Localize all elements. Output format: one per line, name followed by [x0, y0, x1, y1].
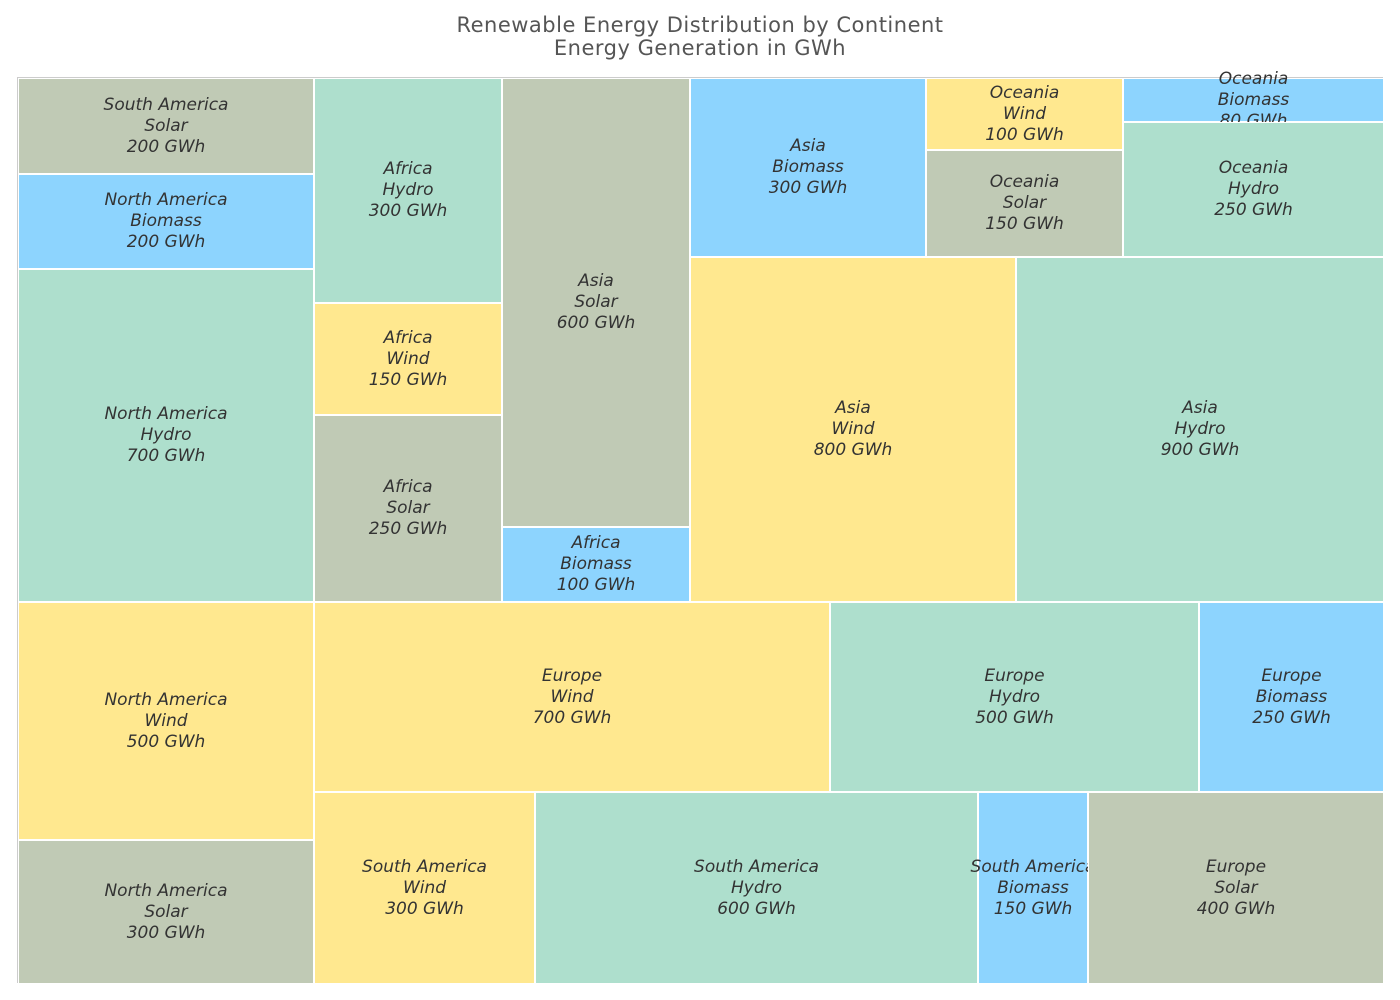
- tile-label: Europe Solar 400 GWh: [1196, 856, 1276, 919]
- tile-label: North America Hydro 700 GWh: [104, 404, 228, 466]
- tile-oceania-biomass: Oceania Biomass 80 GWh: [1123, 69, 1384, 131]
- tile-label: Asia Solar 600 GWh: [556, 271, 636, 333]
- tile-north-america-biomass: North America Biomass 200 GWh: [18, 174, 314, 269]
- tile-label: Oceania Wind 100 GWh: [985, 82, 1064, 145]
- tile-asia-wind: Asia Wind 800 GWh: [690, 257, 1016, 602]
- treemap-chart: South America Solar 200 GWh North America Bi…: [17, 69, 1384, 984]
- tile-label: Europe Wind 700 GWh: [532, 665, 612, 728]
- tile-label: Africa Solar 250 GWh: [368, 477, 448, 539]
- tile-label: Europe Hydro 500 GWh: [975, 665, 1054, 728]
- tile-label: North America Wind 500 GWh: [104, 689, 228, 752]
- tile-label: Africa Biomass 100 GWh: [556, 533, 636, 595]
- tile-africa-hydro: Africa Hydro 300 GWh: [314, 78, 502, 303]
- tile-label: South America Solar 200 GWh: [103, 94, 229, 157]
- tile-oceania-wind: Oceania Wind 100 GWh: [926, 78, 1123, 150]
- tile-asia-solar: Asia Solar 600 GWh: [502, 78, 690, 527]
- chart-subtitle: Energy Generation in GWh: [553, 36, 847, 60]
- tile-label: North America Biomass 200 GWh: [104, 190, 228, 252]
- tile-label: South America Wind 300 GWh: [362, 856, 487, 919]
- tile-asia-hydro: Asia Hydro 900 GWh: [1016, 257, 1384, 602]
- tile-europe-wind: Europe Wind 700 GWh: [314, 602, 830, 792]
- tile-north-america-hydro: North America Hydro 700 GWh: [18, 269, 314, 602]
- chart-title: Renewable Energy Distribution by Contine…: [456, 13, 944, 37]
- tile-label: Asia Hydro 900 GWh: [1160, 398, 1240, 460]
- tile-label: Europe Biomass 250 GWh: [1252, 665, 1331, 728]
- tile-oceania-solar: Oceania Solar 150 GWh: [926, 150, 1123, 257]
- tile-south-america-solar: South America Solar 200 GWh: [18, 78, 314, 174]
- tile-label: Oceania Solar 150 GWh: [985, 172, 1064, 234]
- tile-label: Oceania Hydro 250 GWh: [1214, 158, 1293, 220]
- tile-oceania-hydro: Oceania Hydro 250 GWh: [1123, 122, 1384, 257]
- tile-label: Asia Biomass 300 GWh: [768, 136, 848, 198]
- tile-label: South America Hydro 600 GWh: [694, 856, 819, 919]
- tile-africa-biomass: Africa Biomass 100 GWh: [502, 527, 690, 602]
- tile-europe-biomass: Europe Biomass 250 GWh: [1199, 602, 1384, 792]
- chart-title-block: Renewable Energy Distribution by Contine…: [0, 14, 1400, 60]
- tile-africa-wind: Africa Wind 150 GWh: [314, 303, 502, 415]
- tile-label: North America Solar 300 GWh: [104, 880, 228, 943]
- tile-south-america-wind: South America Wind 300 GWh: [314, 792, 535, 984]
- tile-south-america-hydro: South America Hydro 600 GWh: [535, 792, 978, 984]
- tile-south-america-biomass: South America Biomass 150 GWh: [971, 792, 1095, 984]
- tile-africa-solar: Africa Solar 250 GWh: [314, 415, 502, 602]
- tile-europe-solar: Europe Solar 400 GWh: [1088, 792, 1384, 984]
- tile-label: South America Biomass 150 GWh: [970, 856, 1096, 919]
- tile-north-america-solar: North America Solar 300 GWh: [18, 840, 314, 984]
- tile-asia-biomass: Asia Biomass 300 GWh: [690, 78, 926, 257]
- tile-europe-hydro: Europe Hydro 500 GWh: [830, 602, 1199, 792]
- tile-north-america-wind: North America Wind 500 GWh: [18, 602, 314, 840]
- tile-label: Africa Wind 150 GWh: [368, 327, 448, 390]
- tile-label: Asia Wind 800 GWh: [813, 398, 893, 460]
- tile-label: Africa Hydro 300 GWh: [368, 159, 448, 221]
